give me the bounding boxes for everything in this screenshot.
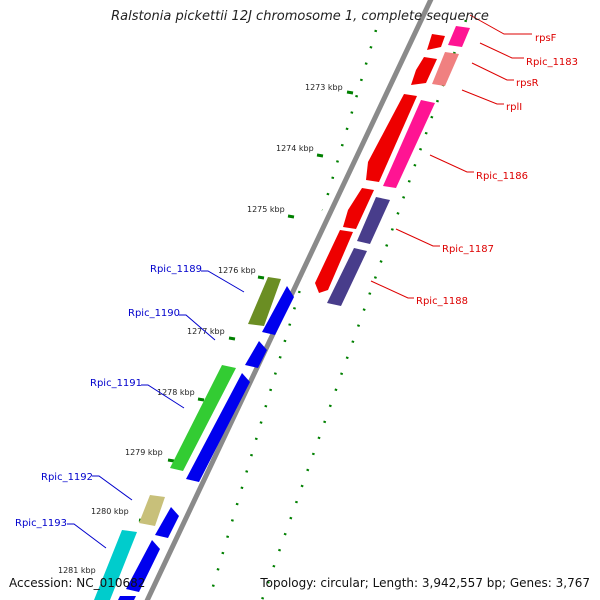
gene-arrow[interactable]	[327, 248, 367, 306]
gene-arrow[interactable]	[343, 188, 374, 229]
gene-arrow[interactable]	[186, 373, 250, 482]
outer-dotted-ring	[210, 29, 378, 591]
gene-label-right[interactable]: Rpic_1188	[416, 296, 468, 307]
outer-track-genes	[94, 34, 445, 600]
gene-arrow[interactable]	[262, 286, 294, 335]
gene-label-left[interactable]: Rpic_1191	[90, 378, 142, 389]
gene-arrow[interactable]	[94, 530, 137, 600]
accession-text: Accession: NC_010682	[9, 576, 146, 590]
gene-label-right[interactable]: rplI	[506, 102, 522, 113]
gene-arrow[interactable]	[245, 341, 267, 368]
gene-arrow[interactable]	[155, 507, 179, 538]
kbp-labels: 1273 kbp 1274 kbp 1275 kbp 1276 kbp 1277…	[58, 83, 343, 575]
gene-arrow[interactable]	[357, 197, 390, 244]
gene-label-right[interactable]: Rpic_1183	[526, 57, 578, 68]
kbp-label: 1274 kbp	[276, 144, 314, 153]
topology-text: Topology: circular; Length: 3,942,557 bp…	[260, 576, 590, 590]
right-gene-labels: rpsF Rpic_1183 rpsR rplI Rpic_1186 Rpic_…	[416, 33, 578, 307]
gene-label-right[interactable]: rpsR	[516, 78, 539, 89]
right-callouts	[370, 14, 532, 299]
gene-arrow[interactable]	[126, 540, 160, 592]
gene-arrow[interactable]	[139, 495, 165, 526]
gene-arrow[interactable]	[118, 596, 136, 600]
inner-dotted-ring	[260, 19, 468, 600]
gene-arrow[interactable]	[383, 100, 435, 188]
kbp-label: 1275 kbp	[247, 205, 285, 214]
gene-label-right[interactable]: Rpic_1187	[442, 244, 494, 255]
gene-label-left[interactable]: Rpic_1193	[15, 518, 67, 529]
gene-label-right[interactable]: Rpic_1186	[476, 171, 528, 182]
gene-arrow[interactable]	[248, 277, 281, 326]
gene-arrow[interactable]	[315, 230, 353, 293]
left-gene-labels: Rpic_1189 Rpic_1190 Rpic_1191 Rpic_1192 …	[15, 264, 202, 529]
kbp-label: 1273 kbp	[305, 83, 343, 92]
kbp-label: 1278 kbp	[157, 388, 195, 397]
inner-track-genes	[118, 26, 470, 600]
gene-arrow[interactable]	[366, 94, 417, 182]
kbp-label: 1276 kbp	[218, 266, 256, 275]
gene-arrow[interactable]	[427, 34, 445, 50]
map-title: Ralstonia pickettii 12J chromosome 1, co…	[111, 9, 489, 24]
gene-arrow[interactable]	[170, 365, 236, 471]
gene-label-left[interactable]: Rpic_1189	[150, 264, 202, 275]
gene-arrow[interactable]	[432, 52, 459, 86]
gene-label-left[interactable]: Rpic_1190	[128, 308, 180, 319]
gene-label-left[interactable]: Rpic_1192	[41, 472, 93, 483]
kbp-label: 1281 kbp	[58, 566, 96, 575]
gene-arrow[interactable]	[448, 26, 470, 47]
gene-arrow[interactable]	[411, 57, 437, 85]
gene-label-right[interactable]: rpsF	[535, 33, 557, 44]
left-callouts	[67, 270, 245, 549]
kbp-label: 1280 kbp	[91, 507, 129, 516]
kbp-label: 1279 kbp	[125, 448, 163, 457]
